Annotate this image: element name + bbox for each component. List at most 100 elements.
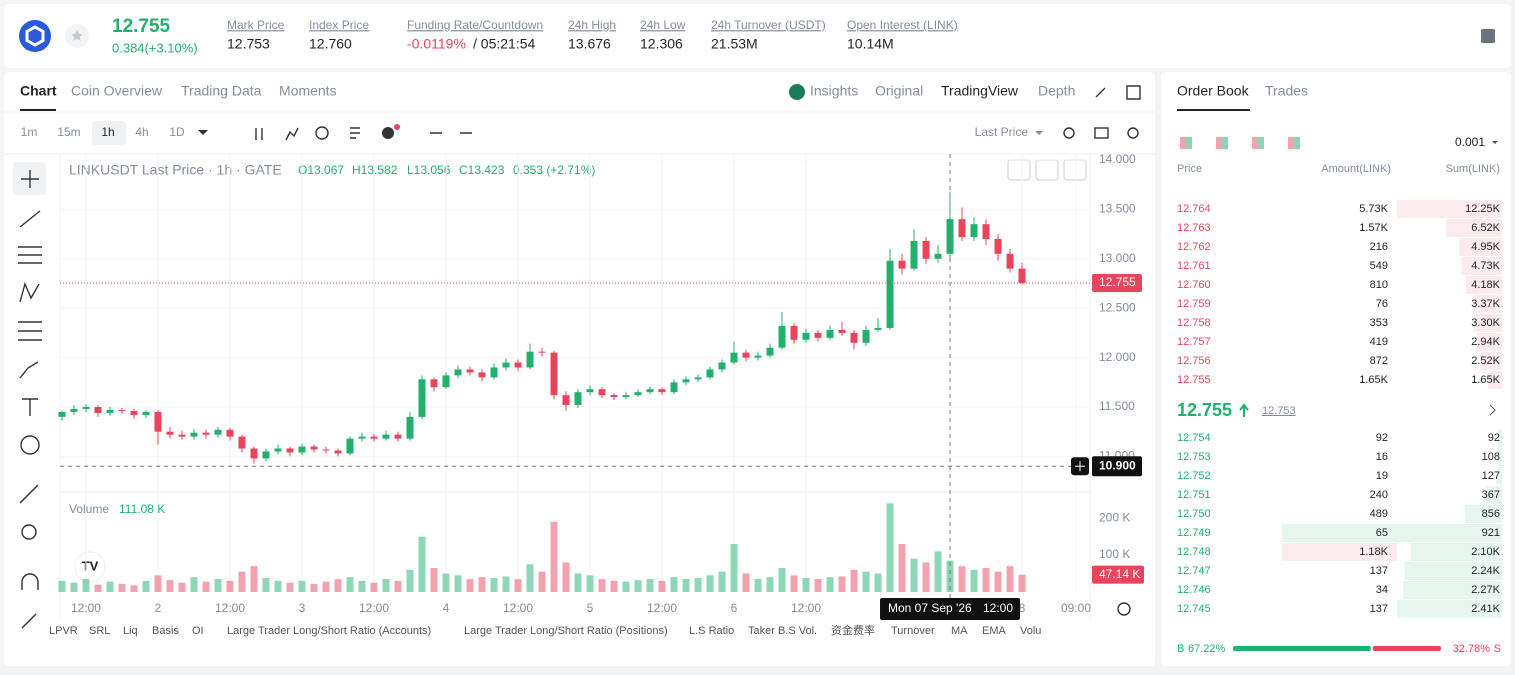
ob-amount: 872 [1370,355,1388,367]
stat-value: 12.760 [309,36,352,52]
fib-tool[interactable] [18,321,42,341]
candle-body [778,325,786,348]
magnet-tool[interactable] [21,573,39,590]
x-tick-label: 2 [155,601,162,615]
sell-label: S [1494,643,1501,655]
coin-logo-mark [25,25,45,47]
stat-label: 24h Turnover (USDT) [711,18,826,32]
x-tick-label: 12:00 [647,601,677,615]
candle-body [658,389,666,393]
tab: Chart [20,83,57,99]
volume-bar [730,543,738,592]
pencil-tool[interactable] [21,613,37,629]
sell-bar [1372,646,1441,651]
ob-amount: 216 [1370,241,1388,253]
volume-bar [958,566,966,592]
candle-body [730,352,738,363]
volume-bar [286,582,294,592]
settings-icon[interactable] [1127,127,1139,139]
candle-body [1018,268,1026,283]
text-tool[interactable] [22,398,38,416]
depth-bar [1473,295,1502,313]
chart-tool[interactable] [315,126,329,140]
price-source: Last Price [975,125,1029,139]
ruler-tool[interactable] [19,484,39,504]
indicator-tab: SRL [89,625,110,637]
candle-body [238,436,246,449]
indicator-add[interactable] [382,127,394,139]
expand-icons[interactable] [1095,85,1141,100]
price-change: 0.384(+3.10%) [112,40,198,55]
volume-bar [358,580,366,592]
stat-label: Open Interest (LINK) [847,18,958,32]
candle-body [94,407,102,413]
search-icon[interactable] [1063,127,1075,139]
brush-tool[interactable] [19,361,39,379]
pattern-tool[interactable] [19,281,40,303]
candle-body [910,240,918,269]
last-price-label: 12.755 [1099,275,1136,289]
emoji-tool[interactable] [20,435,40,455]
ob-sum: 6.52K [1471,222,1500,234]
volume-title: Volume [69,502,109,516]
volume-bar [982,567,990,592]
stat-value: 12.306 [640,36,683,52]
x-tick-label: 12:00 [215,601,245,615]
candle-body [958,219,966,238]
header-card [4,4,1511,68]
x-tick-label: 4 [443,601,450,615]
candle-body [274,448,282,452]
axis-settings[interactable] [1117,602,1131,616]
buy-label: B [1177,643,1184,655]
y-tick-label: 13.000 [1099,251,1136,265]
candle-body [490,367,498,378]
volume-bar [922,562,930,592]
volume-bar [898,543,906,592]
line-tool[interactable] [19,210,41,228]
chart-tools[interactable] [255,127,472,141]
candle-body [166,431,174,435]
ob-amount: 16 [1376,451,1388,463]
ob-price: 12.749 [1177,527,1211,539]
depth-bar [1410,543,1502,561]
ob-sum: 3.37K [1471,298,1500,310]
header-icon[interactable] [1481,29,1495,43]
crosshair-tool[interactable] [21,170,39,188]
volume-bar [802,577,810,592]
candle-body [70,408,78,412]
candle-body [994,238,1002,254]
mid-price: 12.755 [1177,400,1232,420]
depth-bar [1459,238,1502,256]
indicator-tab: Volu [1020,625,1041,637]
interval: 1h [101,125,114,139]
volume-bar [766,577,774,592]
crosshair-date: Mon 07 Sep '26 [888,601,972,615]
ob-price: 12.755 [1177,374,1211,386]
volume-bar [526,564,534,592]
candle-body [1006,253,1014,269]
volume-legend: 111.08 K [119,502,165,516]
ob-amount: 137 [1370,565,1388,577]
volume-bar [586,575,594,592]
candle-body [322,449,330,451]
candle-body [286,448,294,453]
candle-body [586,389,594,393]
candle-body [514,362,522,368]
tab: Moments [279,83,337,99]
volume-bar [862,571,870,592]
zoom-tool[interactable] [21,524,37,540]
volume-bar [82,579,90,592]
chevron [1489,404,1496,416]
ob-sum: 367 [1482,489,1500,501]
ob-amount: 34 [1376,584,1388,596]
candle-body [382,434,390,439]
stat-label: 24h Low [640,18,686,32]
volume-bar [130,585,138,592]
depth-bar [1497,429,1502,447]
stat-value: 13.676 [568,36,611,52]
camera-icon[interactable] [1094,127,1109,139]
volume-bar [298,580,306,592]
channel-tool[interactable] [18,246,42,264]
crosshair-y-label: 10.900 [1099,458,1136,472]
